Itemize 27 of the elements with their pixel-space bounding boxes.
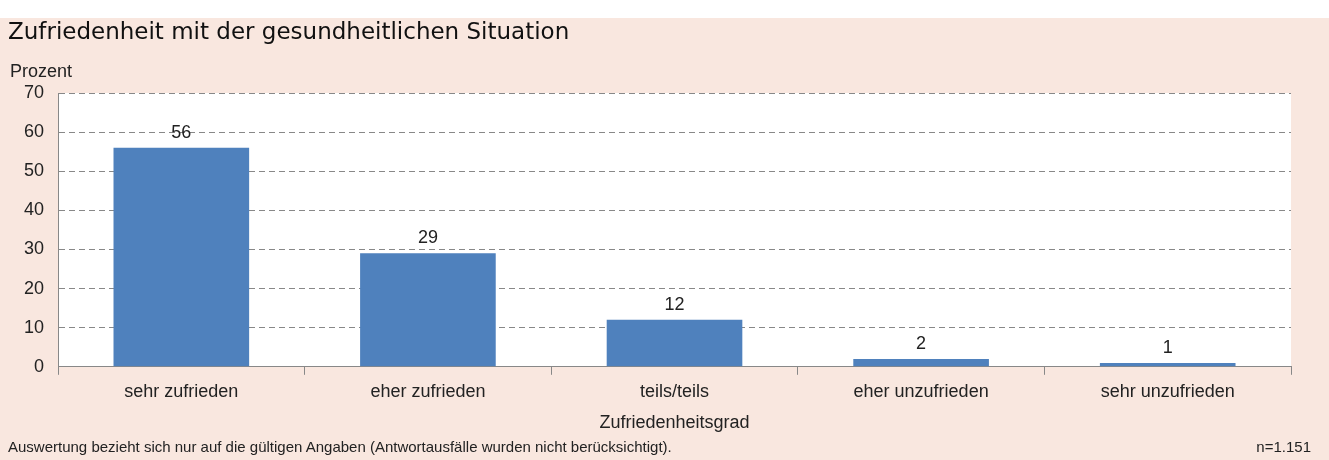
y-tick-label: 40 (23, 199, 45, 220)
bar (853, 358, 989, 367)
bar (360, 253, 496, 367)
x-tick-label: sehr unzufrieden (1100, 380, 1235, 401)
y-axis-title: Prozent (10, 60, 73, 81)
x-tick-label: sehr zufrieden (124, 380, 239, 401)
bar (113, 147, 250, 367)
x-tick-label: teils/teils (640, 380, 710, 401)
data-label: 2 (916, 332, 927, 353)
x-tick-label: eher zufrieden (370, 380, 486, 401)
chart-title: Zufriedenheit mit der gesundheitlichen Situation (8, 18, 570, 44)
y-tick-label: 70 (23, 81, 45, 102)
x-axis-title: Zufriedenheitsgrad (599, 412, 750, 433)
data-label: 12 (664, 293, 685, 314)
x-tick-label: eher unzufrieden (853, 380, 989, 401)
text: Auswertung bezieht sich nur auf die gültigen Angaben (Antwortausfälle wurden nicht berücksichtigt). (8, 438, 672, 455)
data-label: 29 (417, 227, 438, 248)
data-label: 1 (1162, 336, 1173, 357)
y-tick-label: 0 (34, 355, 45, 376)
data-label: 56 (171, 121, 192, 142)
y-tick-label: 50 (23, 160, 45, 181)
bar (606, 319, 743, 367)
y-tick-label: 60 (23, 121, 45, 142)
y-tick-label: 30 (23, 238, 45, 259)
y-tick-label: 10 (23, 316, 45, 337)
y-tick-label: 20 (23, 277, 45, 298)
text: n=1.151 (1256, 438, 1311, 455)
